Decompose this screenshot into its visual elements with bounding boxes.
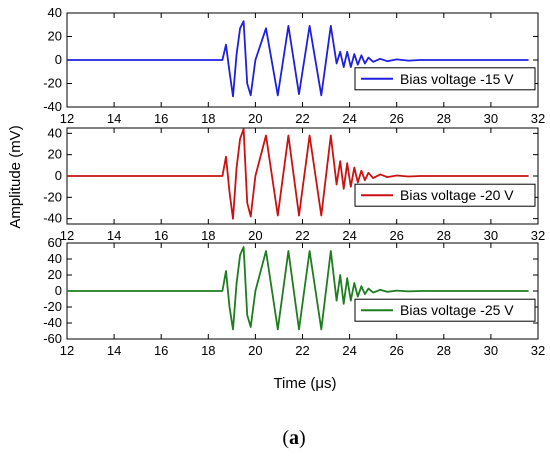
- x-axis-label: Time (μs): [273, 375, 336, 392]
- x-tick-label: 24: [342, 111, 356, 126]
- x-tick-label: 30: [484, 343, 498, 358]
- legend-box: [354, 67, 536, 91]
- y-tick-label: 20: [48, 147, 62, 162]
- y-tick-label: -20: [43, 299, 62, 314]
- chart-panel-3: 12 14 16 18 20 22 24 26 28 30 32-60-40-200204060Bi…: [43, 235, 545, 358]
- x-tick-label: 30: [484, 111, 498, 126]
- series-line: [67, 246, 529, 331]
- caption-open: (: [282, 427, 289, 449]
- x-tick-label: 22: [295, 111, 309, 126]
- y-tick-label: 40: [48, 251, 62, 266]
- x-tick-label: 12: [60, 228, 74, 243]
- y-tick-label: -40: [43, 315, 62, 330]
- y-tick-label: 0: [55, 52, 62, 67]
- y-tick-label: 20: [48, 29, 62, 44]
- figure-caption: (a): [282, 427, 305, 449]
- x-tick-label: 20: [248, 111, 262, 126]
- y-tick-label: -20: [43, 189, 62, 204]
- y-tick-label: 40: [48, 5, 62, 20]
- x-tick-label: 18: [201, 111, 215, 126]
- y-axis-label: Amplitude (mV): [7, 125, 24, 228]
- y-tick-label: -40: [43, 99, 62, 114]
- series-line: [67, 128, 529, 220]
- x-tick-label: 14: [107, 228, 121, 243]
- y-tick-label: 0: [55, 168, 62, 183]
- x-tick-label: 22: [295, 228, 309, 243]
- x-tick-label: 12: [60, 111, 74, 126]
- chart-panel-1: 12 14 16 18 20 22 24 26 28 30 32 -40 -20 0 20 40 Bias vo…: [43, 5, 545, 126]
- x-tick-label: 18: [201, 228, 215, 243]
- x-tick-label: 26: [389, 111, 403, 126]
- x-tick-label: 26: [389, 343, 403, 358]
- caption-letter: a: [289, 427, 299, 449]
- x-tick-label: 16: [154, 343, 168, 358]
- x-tick-label: 30: [484, 228, 498, 243]
- x-tick-label: 28: [437, 111, 451, 126]
- y-tick-label: -60: [43, 331, 62, 346]
- legend-label: Bias voltage -25 V: [400, 302, 514, 318]
- x-tick-label: 22: [295, 343, 309, 358]
- x-tick-label: 28: [437, 228, 451, 243]
- series-line: [67, 20, 529, 98]
- x-tick-label: 16: [154, 111, 168, 126]
- y-tick-label: -40: [43, 211, 62, 226]
- caption-close: ): [299, 427, 306, 449]
- legend-label: Bias voltage -15 V: [400, 71, 514, 87]
- x-tick-label: 24: [342, 228, 356, 243]
- x-tick-label: 24: [342, 343, 356, 358]
- x-tick-label: 26: [389, 228, 403, 243]
- x-tick-label: 20: [248, 343, 262, 358]
- x-tick-label: 32: [531, 343, 545, 358]
- y-tick-label: 40: [48, 125, 62, 140]
- y-tick-label: 20: [48, 267, 62, 282]
- legend-box: [354, 298, 536, 322]
- x-tick-label: 20: [248, 228, 262, 243]
- x-tick-label: 16: [154, 228, 168, 243]
- x-tick-label: 18: [201, 343, 215, 358]
- legend-label: Bias voltage -20 V: [400, 187, 514, 203]
- x-tick-label: 32: [531, 228, 545, 243]
- chart-panel-2: 12 14 16 18 20 22 24 26 28 30 32 -40 -20 0 20 40 Bias vo…: [43, 125, 545, 243]
- x-tick-label: 28: [437, 343, 451, 358]
- x-tick-label: 12: [60, 343, 74, 358]
- legend-box: [354, 183, 536, 207]
- x-tick-label: 14: [107, 343, 121, 358]
- y-tick-label: 0: [55, 283, 62, 298]
- y-tick-label: 60: [48, 235, 62, 250]
- x-tick-label: 14: [107, 111, 121, 126]
- x-tick-label: 32: [531, 111, 545, 126]
- y-tick-label: -20: [43, 76, 62, 91]
